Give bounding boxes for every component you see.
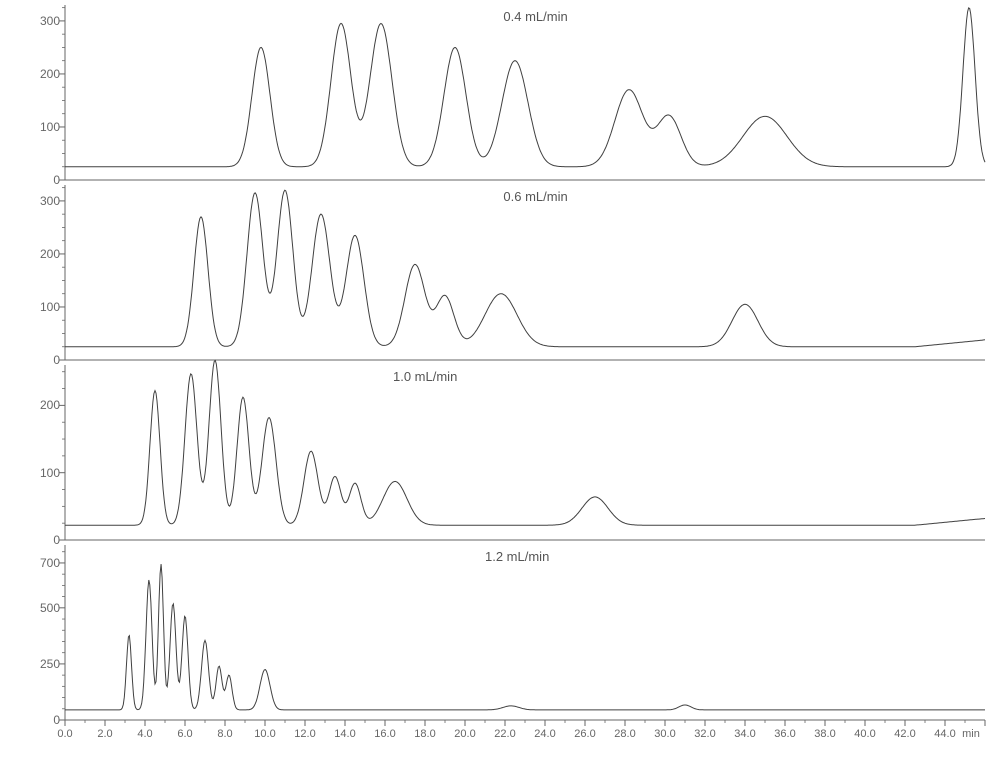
x-tick-label: 2.0 <box>97 728 112 740</box>
x-tick-label: 8.0 <box>217 728 232 740</box>
x-tick-label: 34.0 <box>734 728 755 740</box>
x-tick-label: 44.0 <box>934 728 955 740</box>
x-tick-label: 10.0 <box>254 728 275 740</box>
x-tick-label: 24.0 <box>534 728 555 740</box>
y-tick-label: 300 <box>20 14 60 28</box>
y-tick-label: 0 <box>20 173 60 187</box>
x-tick-label: 28.0 <box>614 728 635 740</box>
panel-3 <box>65 545 985 720</box>
y-tick-label: 0 <box>20 713 60 727</box>
panel-0 <box>65 5 985 180</box>
y-tick-label: 250 <box>20 657 60 671</box>
chromatogram-figure: 0 100 200 300 0.4 mL/min 0 100 200 300 0.6 mL/min… <box>10 5 990 763</box>
y-tick-label: 200 <box>20 247 60 261</box>
panel-label-1: 0.6 mL/min <box>503 189 567 204</box>
trace-0 <box>65 8 985 167</box>
y-tick-label: 300 <box>20 194 60 208</box>
panel-1 <box>65 185 985 360</box>
x-tick-label: 22.0 <box>494 728 515 740</box>
x-tick-label: 42.0 <box>894 728 915 740</box>
panel-label-3: 1.2 mL/min <box>485 549 549 564</box>
x-tick-label: 32.0 <box>694 728 715 740</box>
x-tick-label: 4.0 <box>137 728 152 740</box>
x-tick-label: 30.0 <box>654 728 675 740</box>
x-tick-label: 18.0 <box>414 728 435 740</box>
panel-label-0: 0.4 mL/min <box>503 9 567 24</box>
x-tick-label: 14.0 <box>334 728 355 740</box>
y-tick-label: 100 <box>20 300 60 314</box>
trace-1 <box>65 190 985 347</box>
x-tick-label: 6.0 <box>177 728 192 740</box>
y-tick-label: 200 <box>20 398 60 412</box>
x-axis-unit: min <box>962 728 980 740</box>
y-tick-label: 0 <box>20 353 60 367</box>
panel-label-2: 1.0 mL/min <box>393 369 457 384</box>
y-tick-label: 100 <box>20 466 60 480</box>
x-tick-label: 20.0 <box>454 728 475 740</box>
trace-3 <box>65 564 985 710</box>
panel-2 <box>65 365 985 540</box>
y-tick-label: 100 <box>20 120 60 134</box>
trace-2 <box>65 360 985 525</box>
y-tick-label: 500 <box>20 601 60 615</box>
y-tick-label: 0 <box>20 533 60 547</box>
y-tick-label: 200 <box>20 67 60 81</box>
x-tick-label: 26.0 <box>574 728 595 740</box>
x-tick-label: 12.0 <box>294 728 315 740</box>
x-tick-label: 38.0 <box>814 728 835 740</box>
x-tick-label: 40.0 <box>854 728 875 740</box>
x-tick-label: 0.0 <box>57 728 72 740</box>
y-tick-label: 700 <box>20 556 60 570</box>
x-tick-label: 36.0 <box>774 728 795 740</box>
x-tick-label: 16.0 <box>374 728 395 740</box>
